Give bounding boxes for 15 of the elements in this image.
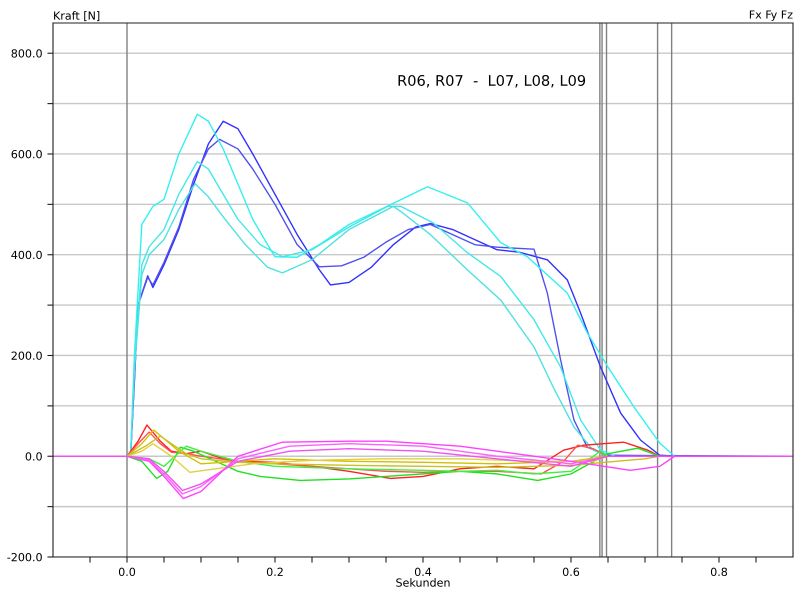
y-tick-label: 400.0	[11, 250, 42, 260]
x-tick-label: 0.6	[562, 568, 580, 576]
x-tick-label: 0.2	[266, 568, 283, 576]
annotation: R06, R07 - L07, L08, L09	[398, 74, 586, 88]
x-tick-label: 0.4	[414, 568, 432, 576]
x-tick-label: 0.8	[710, 568, 728, 576]
y-axis-title: Kraft [N]	[54, 11, 100, 22]
y-tick-label: 600.0	[12, 150, 42, 158]
x-tick-label: 0.0	[118, 568, 136, 576]
y-tick-label: 200.0	[12, 351, 42, 360]
y-tick-label: 0.0	[26, 452, 42, 461]
y-tick-label: -200.0	[7, 552, 42, 562]
y-tick-label: 800.0	[12, 49, 42, 58]
text: Fx Fy Fz	[750, 10, 793, 21]
x-axis-title: Sekunden	[396, 578, 450, 587]
